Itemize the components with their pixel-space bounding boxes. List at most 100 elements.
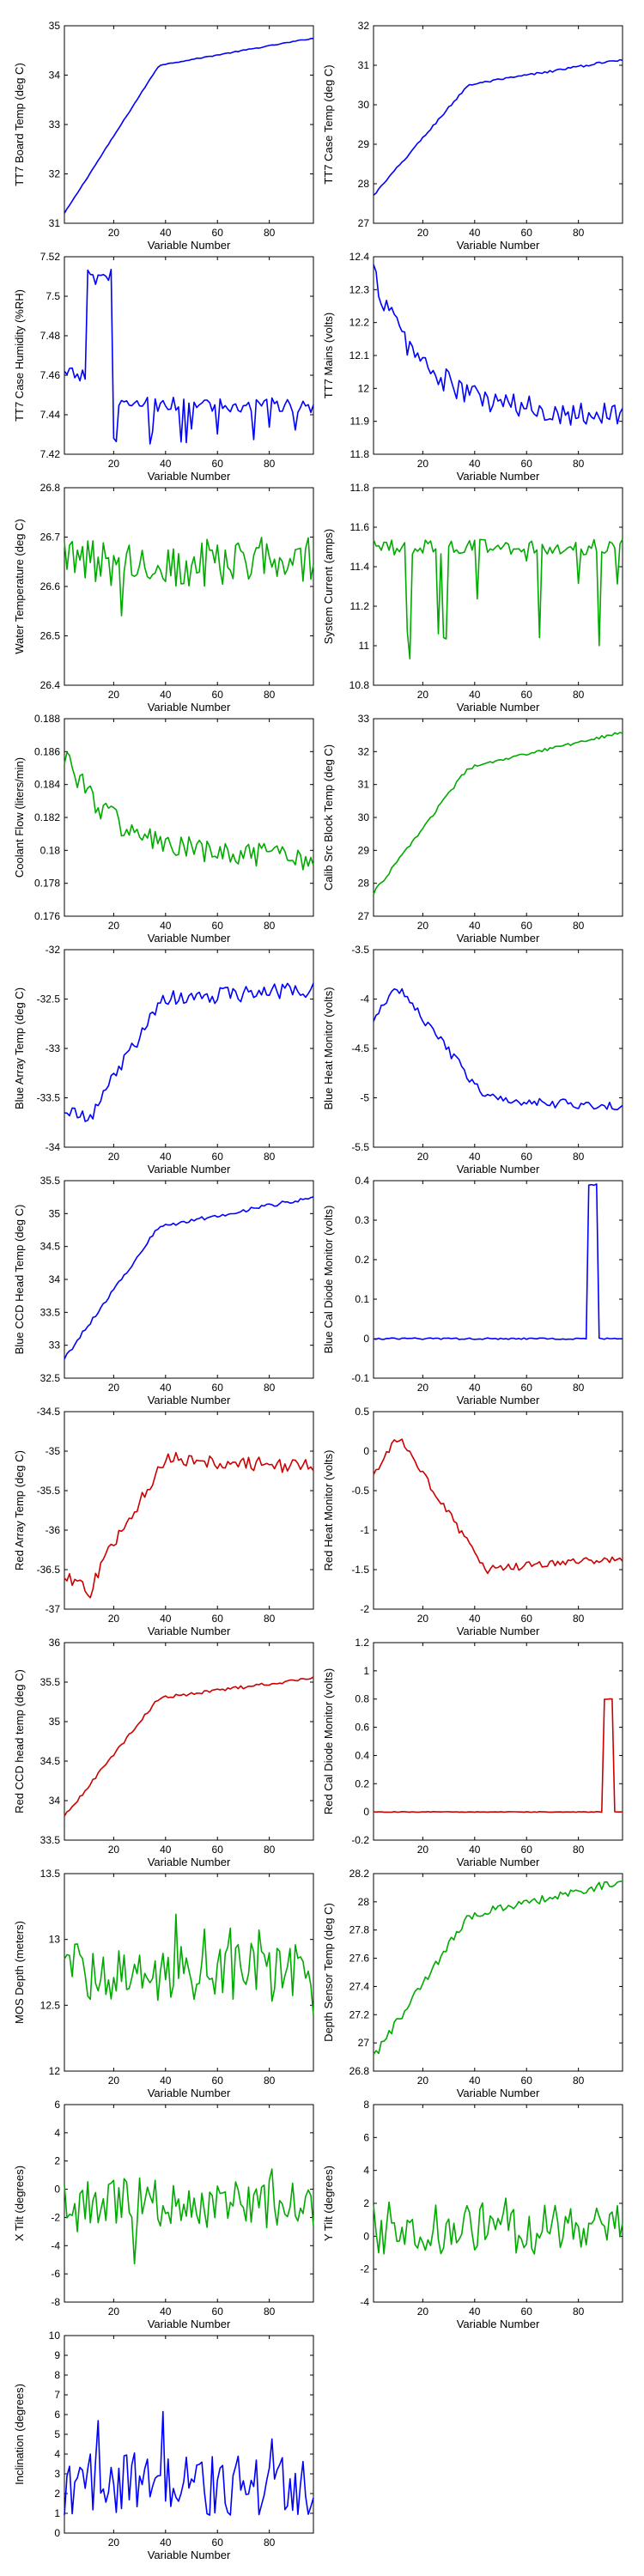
y-tick-label: -37 (46, 1603, 61, 1615)
y-tick-label: 33 (49, 118, 61, 131)
y-tick-label: -35 (46, 1445, 61, 1457)
series-line (64, 37, 314, 214)
x-tick-label: 40 (469, 1613, 481, 1625)
x-tick-label: 80 (573, 227, 585, 239)
y-tick-label: -0.1 (351, 1372, 369, 1384)
y-tick-label: 1.2 (355, 1637, 369, 1649)
x-tick-label: 60 (521, 2075, 533, 2087)
chart-panel-6: 20 40 60 80 10.8 11 11.2 11.4 11.6 11.8 Variable N… (322, 482, 623, 714)
x-tick-label: 80 (264, 458, 276, 470)
y-axis-label: TT7 Board Temp (deg C) (13, 63, 26, 186)
axes-frame (373, 718, 623, 917)
y-tick-label: -5.5 (351, 1141, 369, 1153)
y-tick-label: 30 (358, 811, 370, 823)
y-tick-label: -36 (46, 1524, 61, 1536)
x-tick-label: 60 (212, 689, 224, 701)
y-tick-label: 34.5 (40, 1241, 61, 1253)
x-axis-label: Variable Number (457, 701, 540, 714)
chart-panel-20: 20 40 60 80 -4 -2 0 2 4 6 8 Variable Number Y Tilt (… (322, 2099, 623, 2330)
x-tick-label: 40 (469, 689, 481, 701)
x-tick-label: 40 (160, 2075, 172, 2087)
y-tick-label: 2 (363, 2197, 369, 2209)
y-tick-label: 0.4 (355, 1175, 369, 1187)
series-line (373, 1438, 623, 1575)
x-tick-label: 60 (212, 2075, 224, 2087)
series-line (64, 1196, 314, 1360)
y-tick-label: 0.2 (355, 1777, 369, 1789)
chart-panel-19: 20 40 60 80 -8 -6 -4 -2 0 2 4 6 Variable Number X Til… (13, 2099, 314, 2330)
y-tick-label: 12 (49, 2065, 61, 2077)
y-tick-label: 2 (54, 2488, 60, 2500)
y-axis-label: System Current (amps) (322, 529, 335, 644)
y-tick-label: 35.5 (40, 1676, 61, 1688)
x-axis-label: Variable Number (457, 932, 540, 945)
axes-frame (373, 1642, 623, 1841)
y-tick-label: 10 (49, 2330, 61, 2342)
y-tick-label: 12 (358, 382, 370, 394)
y-tick-label: 9 (54, 2349, 60, 2361)
x-tick-label: 20 (417, 227, 429, 239)
x-tick-label: 60 (212, 1613, 224, 1625)
y-tick-label: 0.4 (355, 1749, 369, 1761)
y-tick-label: -2 (360, 1603, 369, 1615)
x-tick-label: 60 (521, 1613, 533, 1625)
y-tick-label: 2 (54, 2155, 60, 2167)
y-tick-label: 31 (49, 217, 61, 229)
y-tick-label: 11.8 (350, 482, 370, 494)
axes-frame (373, 487, 623, 686)
chart-panel-18: 20 40 60 80 26.8 27 27.2 27.4 27.6 27.8 28 28.2 Vari… (322, 1868, 623, 2099)
y-tick-label: 29 (358, 844, 370, 856)
y-tick-label: 8 (54, 2369, 60, 2381)
y-tick-label: 0 (54, 2527, 60, 2539)
y-tick-label: 0 (363, 1806, 369, 1818)
x-tick-label: 60 (521, 2306, 533, 2318)
y-tick-label: 11.4 (350, 561, 370, 573)
x-tick-label: 20 (417, 2075, 429, 2087)
x-axis-label: Variable Number (457, 1163, 540, 1176)
y-tick-label: -33.5 (37, 1092, 61, 1104)
x-tick-label: 80 (264, 1382, 276, 1394)
series-line (64, 268, 314, 445)
series-line (373, 58, 623, 196)
y-tick-label: -1.5 (351, 1564, 369, 1576)
y-axis-label: Blue CCD Head Temp (deg C) (13, 1205, 26, 1355)
y-tick-label: 35 (49, 1716, 61, 1728)
y-tick-label: 27.8 (349, 1924, 370, 1936)
y-tick-label: 5 (54, 2428, 60, 2440)
y-axis-label: Red Heat Monitor (volts) (322, 1450, 335, 1571)
y-tick-label: -5 (360, 1092, 369, 1104)
x-tick-label: 60 (212, 227, 224, 239)
y-tick-label: 34 (49, 1795, 61, 1807)
y-tick-label: 26.8 (40, 482, 61, 494)
y-tick-label: 26.4 (40, 679, 61, 691)
y-tick-label: 0 (54, 2184, 60, 2196)
series-line (373, 2197, 623, 2255)
x-tick-label: 80 (573, 2306, 585, 2318)
x-tick-label: 80 (573, 458, 585, 470)
y-tick-label: 35.5 (40, 1175, 61, 1187)
y-tick-label: 8 (363, 2099, 369, 2111)
y-tick-label: 0.182 (34, 811, 60, 823)
y-axis-label: TT7 Case Temp (deg C) (322, 64, 335, 184)
y-tick-label: 0.2 (355, 1254, 369, 1266)
y-tick-label: 7.46 (40, 369, 61, 381)
x-axis-label: Variable Number (148, 1394, 231, 1406)
x-tick-label: 80 (573, 1613, 585, 1625)
x-axis-label: Variable Number (457, 1856, 540, 1868)
y-tick-label: 32 (358, 745, 370, 757)
y-tick-label: 33 (49, 1340, 61, 1352)
y-axis-label: Blue Array Temp (deg C) (13, 987, 26, 1109)
x-axis-label: Variable Number (148, 1625, 231, 1637)
y-axis-label: Red Cal Diode Monitor (volts) (322, 1668, 335, 1815)
series-line (373, 732, 623, 896)
y-tick-label: 6 (363, 2131, 369, 2143)
x-axis-label: Variable Number (457, 470, 540, 483)
x-tick-label: 80 (573, 920, 585, 932)
y-tick-label: -0.5 (351, 1485, 369, 1497)
x-tick-label: 20 (417, 1151, 429, 1163)
y-tick-label: 28 (358, 878, 370, 890)
y-tick-label: 27.6 (349, 1953, 370, 1965)
x-tick-label: 60 (521, 458, 533, 470)
axes-frame (373, 949, 623, 1148)
